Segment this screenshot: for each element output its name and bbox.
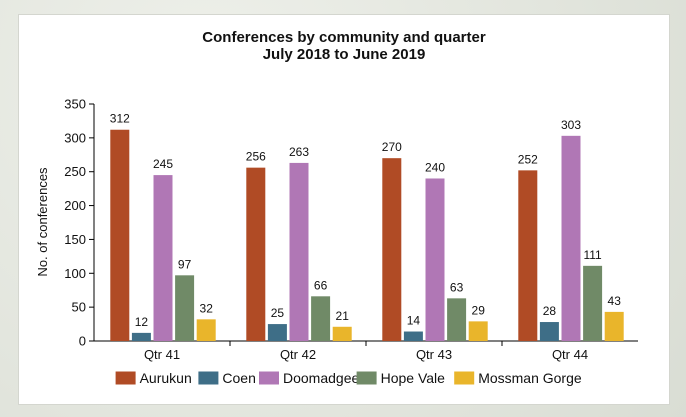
y-tick-label: 200 [64,198,86,213]
bars [110,129,624,341]
bar-doomadgee [289,162,309,341]
data-label: 245 [153,157,173,171]
data-label: 32 [200,301,214,315]
data-label: 303 [561,118,581,132]
bar-doomadgee [561,135,581,341]
y-tick-label: 250 [64,164,86,179]
legend: Aurukun Coen Doomadgee Hope Vale Mossman Gor… [115,370,582,386]
data-label: 263 [289,145,309,159]
data-label: 63 [450,280,464,294]
data-label: 97 [178,257,192,271]
x-tick-label: Qtr 41 [144,347,180,362]
x-tick-label: Qtr 43 [416,347,452,362]
data-label: 252 [518,152,538,166]
legend-swatch [356,371,377,385]
chart-subtitle: July 2018 to June 2019 [262,46,426,63]
bar-hope-vale [583,265,603,341]
bar-aurukun [382,158,402,341]
bar-aurukun [110,129,130,341]
bar-hope-vale [447,298,467,341]
bar-coen [267,324,287,341]
y-tick-label: 100 [64,266,86,281]
y-tick-label: 50 [72,300,86,315]
data-label: 25 [271,306,285,320]
data-label: 28 [543,304,557,318]
data-label: 270 [382,140,402,154]
y-tick-label: 300 [64,130,86,145]
legend-label: Doomadgee [283,370,359,386]
y-axis-label: No. of conferences [35,167,50,277]
bar-mossman-gorge [196,319,216,341]
data-label: 240 [425,160,445,174]
data-label: 111 [583,248,602,262]
bar-doomadgee [153,175,173,341]
bar-coen [539,322,559,341]
bar-hope-vale [175,275,195,341]
y-tick-label: 150 [64,232,86,247]
legend-swatch [259,371,279,385]
data-label: 21 [336,309,350,323]
bar-mossman-gorge [468,321,488,341]
chart-title: Conferences by community and quarter [202,29,486,46]
data-label: 256 [246,150,266,164]
legend-label: Aurukun [140,370,192,386]
data-label: 66 [314,278,328,292]
data-label: 12 [135,315,149,329]
bar-doomadgee [425,178,445,341]
legend-swatch [198,371,219,385]
data-label: 14 [407,314,421,328]
legend-swatch [115,371,136,385]
bar-aurukun [246,167,266,341]
bar-mossman-gorge [604,311,624,341]
legend-label: Coen [222,370,255,386]
bar-coen [403,331,423,341]
legend-swatch [454,371,475,385]
bar-coen [131,332,151,341]
data-labels: 312 12 245 97 32 256 25 263 66 21 270 14 240 63 29 252 2… [110,112,621,329]
y-tick-label: 350 [64,97,86,112]
legend-label: Hope Vale [381,370,446,386]
data-label: 312 [110,112,130,126]
bar-mossman-gorge [332,326,352,341]
y-tick-label: 0 [79,334,86,349]
x-tick-label: Qtr 42 [280,347,316,362]
data-label: 43 [608,294,622,308]
bar-aurukun [518,170,538,341]
x-tick-label: Qtr 44 [552,347,588,362]
legend-label: Mossman Gorge [478,370,582,386]
data-label: 29 [472,303,486,317]
bar-hope-vale [311,296,331,341]
